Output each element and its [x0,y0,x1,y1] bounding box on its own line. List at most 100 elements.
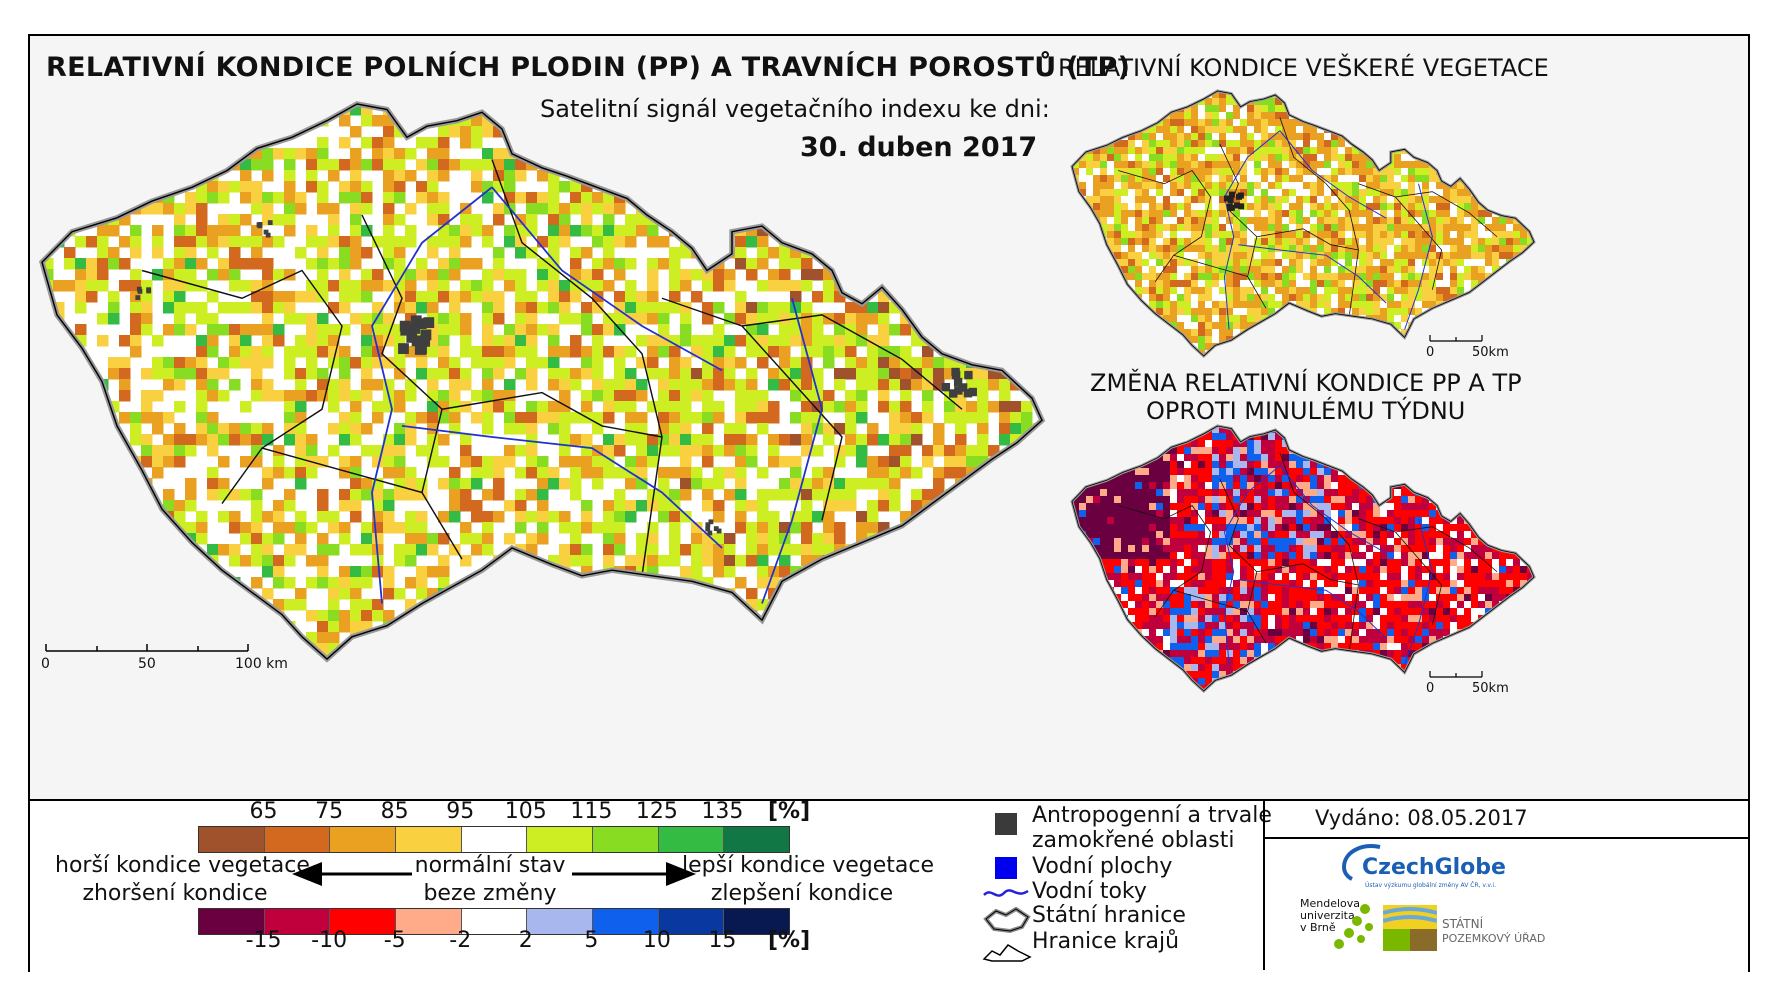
main-map-g-cell [174,258,186,270]
s1-map-g-cell [1415,252,1423,260]
main-map-g-cell [152,467,164,479]
main-map-g-cell [845,489,857,501]
main-map-g-cell [229,302,241,314]
s1-map-g-cell [1296,147,1304,155]
main-map-g-cell [328,621,340,633]
main-map-g-cell [174,434,186,446]
main-map-g-cell [636,478,648,490]
main-map-g-cell [53,302,65,314]
s1-map-g-cell [1282,154,1290,162]
main-map-g-cell [757,467,769,479]
main-map-g-cell [174,247,186,259]
main-map-g-cell [53,467,65,479]
main-map-g-cell [394,434,406,446]
main-map-g-cell [317,159,329,171]
main-map-g-cell [944,566,956,578]
main-map-g-cell [196,632,208,644]
main-map-g-cell [691,566,703,578]
main-map-g-cell [471,500,483,512]
s1-map-g-cell [1240,273,1248,281]
s1-map-g-cell [1338,147,1346,155]
s1-map-g-cell [1457,126,1465,134]
s1-map-g-cell [1135,252,1143,260]
main-map-g-cell [647,104,659,116]
s1-map-g-cell [1527,182,1534,190]
main-map-g-cell [350,236,362,248]
s1-map-g-cell [1464,252,1472,260]
main-map-g-cell [966,126,978,138]
s1-map-g-cell [1338,238,1346,246]
main-map-g-cell [339,137,351,149]
s1-map-g-cell [1093,245,1101,253]
s1-map-g-cell [1198,168,1206,176]
s1-map-g-cell [1513,105,1521,113]
main-map-g-cell [383,214,395,226]
s1-map-g-cell [1429,147,1437,155]
main-map-g-cell [680,390,692,402]
main-map-g-cell [603,390,615,402]
main-map-g-cell [141,324,153,336]
main-map-g-cell [295,313,307,325]
s1-map-g-cell [1303,147,1311,155]
s1-map-g-cell [1422,252,1430,260]
main-map-g-cell [636,313,648,325]
s1-map-g-cell [1492,133,1500,141]
main-map-g-cell [273,456,285,468]
main-map-g-cell [922,621,934,633]
s1-map-g-cell [1275,182,1283,190]
s1-map-g-cell [1240,154,1248,162]
s1-map-g-cell [1107,224,1115,232]
main-map-g-cell [405,533,417,545]
s1-map-g-cell [1422,231,1430,239]
s1-map-g-cell [1338,196,1346,204]
s1-map-g-cell [1268,119,1276,127]
s1-map-g-cell [1128,189,1136,197]
s1-map-g-cell [1492,196,1500,204]
main-map-g-cell [427,192,439,204]
s1-map-g-cell [1359,133,1367,141]
s1-map-g-cell [1212,252,1220,260]
main-map-g-cell [691,148,703,160]
main-map-g-cell [647,401,659,413]
main-map-g-cell [746,203,758,215]
s1-map-g-cell [1107,154,1115,162]
s1-map-g-cell [1219,259,1227,267]
main-map-g-cell [592,148,604,160]
s1-map-g-cell [1338,175,1346,183]
s1-map-g-cell [1387,238,1395,246]
main-map-g-cell [460,654,472,659]
main-map-g-cell [526,214,538,226]
main-map-g-cell [328,577,340,589]
s1-map-g-cell [1163,140,1171,148]
main-map-g-cell [262,588,274,600]
main-map-g-cell [614,390,626,402]
s1-map-g-cell [1170,91,1178,99]
s1-map-g-cell [1219,133,1227,141]
s1-map-g-cell [1114,168,1122,176]
main-map-g-cell [768,544,780,556]
main-map-g-cell [229,214,241,226]
main-map-g-cell [757,313,769,325]
main-map-g-cell [702,137,714,149]
s1-map-g-cell [1282,140,1290,148]
s1-map-g-cell [1415,238,1423,246]
main-map-g-cell [108,203,120,215]
s1-map-g-cell [1387,189,1395,197]
main-map-g-cell [1032,346,1042,358]
main-map-g-cell [559,390,571,402]
main-map-g-cell [790,522,802,534]
s1-map-g-cell [1331,231,1339,239]
main-map-g-cell [614,302,626,314]
main-map-g-cell [713,324,725,336]
s1-map-g-cell [1247,182,1255,190]
s1-map-g-cell [1513,245,1521,253]
s1-map-g-cell [1457,224,1465,232]
s1-map-g-cell [1205,98,1213,106]
s1-map-g-cell [1450,203,1458,211]
main-map-g-cell [515,610,527,622]
main-map-g-cell [185,280,197,292]
s1-map-g-cell [1268,238,1276,246]
main-map-g-cell [944,170,956,182]
s1-map-g-cell [1457,238,1465,246]
main-map-g-cell [757,225,769,237]
